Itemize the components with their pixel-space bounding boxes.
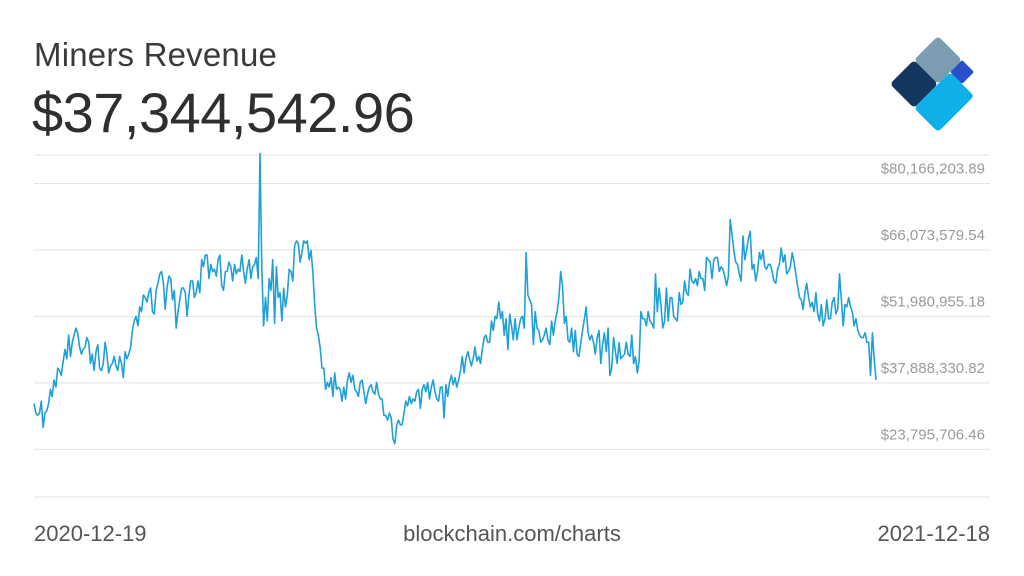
end-date-label: 2021-12-18 bbox=[877, 521, 990, 546]
current-value: $37,344,542.96 bbox=[32, 81, 415, 144]
logo-left-tile bbox=[891, 61, 937, 107]
start-date-label: 2020-12-19 bbox=[34, 521, 147, 546]
logo-bottom-tile bbox=[915, 73, 973, 131]
blockchain-logo-icon bbox=[891, 37, 974, 131]
y-tick-label: $37,888,330.82 bbox=[881, 360, 985, 377]
revenue-series-line bbox=[33, 152, 877, 445]
y-tick-label: $80,166,203.89 bbox=[881, 160, 985, 177]
logo-top-tile bbox=[915, 37, 961, 83]
chart-title: Miners Revenue bbox=[34, 36, 278, 73]
y-tick-label: $23,795,706.46 bbox=[881, 426, 985, 443]
y-tick-label: $51,980,955.18 bbox=[881, 293, 985, 310]
logo-right-tile bbox=[950, 60, 974, 84]
y-tick-labels: $23,795,706.46 $37,888,330.82 $51,980,955.… bbox=[881, 160, 985, 443]
y-tick-label: $66,073,579.54 bbox=[881, 227, 985, 244]
grid-lines bbox=[34, 154, 990, 498]
source-label: blockchain.com/charts bbox=[403, 521, 621, 546]
